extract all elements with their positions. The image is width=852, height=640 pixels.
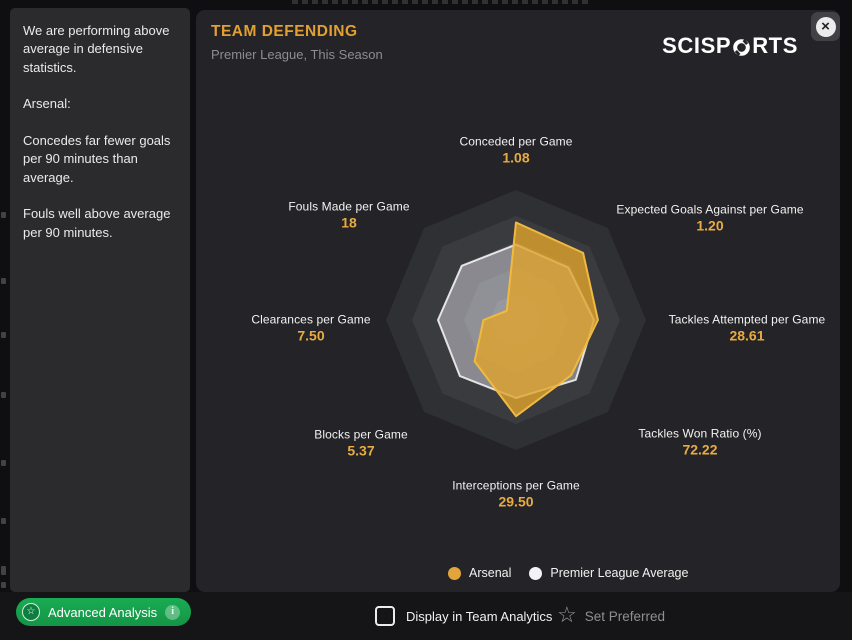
- close-icon: ×: [815, 16, 836, 37]
- bottom-action-bar: ☆ Advanced Analysis i Display in Team An…: [0, 592, 852, 640]
- axis-label-5: Blocks per Game 5.37: [314, 427, 408, 459]
- page-subtitle: Premier League, This Season: [211, 47, 383, 62]
- commentary-summary: We are performing above average in defen…: [23, 23, 170, 75]
- axis-label-2: Tackles Attempted per Game 28.61: [668, 312, 826, 344]
- advanced-analysis-label: Advanced Analysis: [48, 604, 158, 620]
- radar-chart-area: Conceded per Game 1.08 Expected Goals Agai…: [196, 10, 840, 592]
- axis-label-7: Fouls Made per Game 18: [288, 199, 410, 231]
- league-average-series-dot-icon: [529, 566, 543, 580]
- star-icon: ☆: [557, 602, 577, 627]
- legend-label: Arsenal: [469, 566, 512, 580]
- display-in-team-analytics-option[interactable]: Display in Team Analytics: [375, 592, 552, 640]
- series-arsenal: [473, 221, 599, 418]
- axis-label-4: Interceptions per Game 29.50: [452, 478, 580, 510]
- scisports-logo: SCISP RTS: [662, 33, 798, 58]
- commentary-point-1: Concedes far fewer goals per 90 minutes …: [23, 132, 171, 185]
- axis-label-3: Tackles Won Ratio (%) 72.22: [638, 426, 762, 458]
- analysis-commentary-panel: We are performing above average in defen…: [10, 8, 190, 592]
- set-preferred-button[interactable]: ☆ Set Preferred: [557, 592, 665, 640]
- legend-item-league-average[interactable]: Premier League Average: [529, 566, 688, 580]
- close-button[interactable]: ×: [811, 12, 840, 41]
- legend-item-arsenal[interactable]: Arsenal: [448, 566, 511, 580]
- axis-label-1: Expected Goals Against per Game 1.20: [616, 202, 804, 234]
- arsenal-series-dot-icon: [448, 566, 461, 580]
- commentary-team-name: Arsenal:: [23, 96, 71, 112]
- panel-header: TEAM DEFENDING Premier League, This Seas…: [211, 23, 383, 62]
- advanced-analysis-button[interactable]: ☆ Advanced Analysis i: [16, 598, 192, 626]
- occluded-background-text: [292, 0, 592, 4]
- scisports-swirl-icon: [732, 38, 751, 57]
- set-preferred-label: Set Preferred: [584, 608, 666, 624]
- page-title: TEAM DEFENDING: [211, 23, 358, 40]
- chart-legend: Arsenal Premier League Average: [448, 566, 688, 580]
- axis-label-6: Clearances per Game 7.50: [251, 312, 371, 344]
- radar-chart: [386, 190, 646, 450]
- commentary-point-2: Fouls well above average per 90 minutes.: [23, 206, 171, 240]
- display-in-team-analytics-checkbox[interactable]: [375, 606, 395, 626]
- team-defending-panel: TEAM DEFENDING Premier League, This Seas…: [196, 10, 840, 592]
- axis-label-0: Conceded per Game 1.08: [459, 134, 573, 166]
- info-icon[interactable]: i: [165, 604, 181, 620]
- legend-label: Premier League Average: [550, 566, 689, 580]
- advanced-analysis-star-icon: ☆: [22, 603, 40, 621]
- display-in-team-analytics-label: Display in Team Analytics: [406, 608, 553, 624]
